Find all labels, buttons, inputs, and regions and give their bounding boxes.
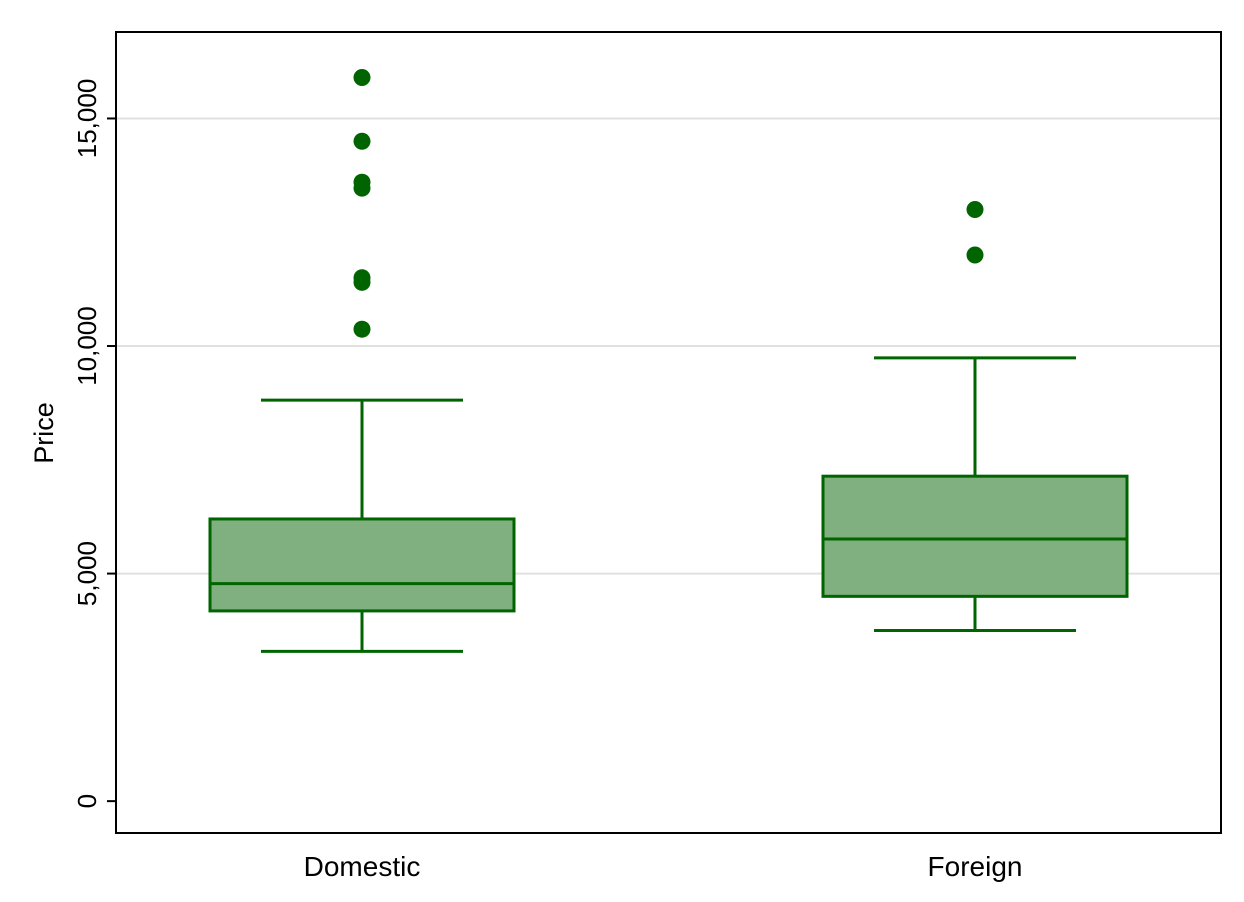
y-tick-label: 5,000: [72, 541, 102, 606]
y-axis: 0 5,000 10,000 15,000: [72, 79, 116, 808]
outlier-point: [353, 132, 371, 150]
category-label-domestic: Domestic: [304, 851, 421, 882]
y-axis-title: Price: [29, 402, 59, 464]
plot-frame: [115, 31, 1222, 834]
box-domestic: [208, 69, 516, 653]
box-foreign: [821, 200, 1129, 632]
outlier-point: [966, 246, 984, 264]
boxes: [208, 69, 1129, 653]
y-tick-label: 15,000: [72, 79, 102, 159]
iqr-box: [821, 474, 1129, 598]
category-labels: Domestic Foreign: [304, 851, 1023, 882]
outlier-point: [353, 69, 371, 87]
outlier-point: [353, 269, 371, 287]
outlier-point: [966, 200, 984, 218]
outlier-point: [353, 320, 371, 338]
y-tick-label: 10,000: [72, 306, 102, 386]
outlier-point: [353, 173, 371, 191]
category-label-foreign: Foreign: [928, 851, 1023, 882]
y-tick-label: 0: [72, 794, 102, 808]
iqr-box: [208, 517, 516, 613]
